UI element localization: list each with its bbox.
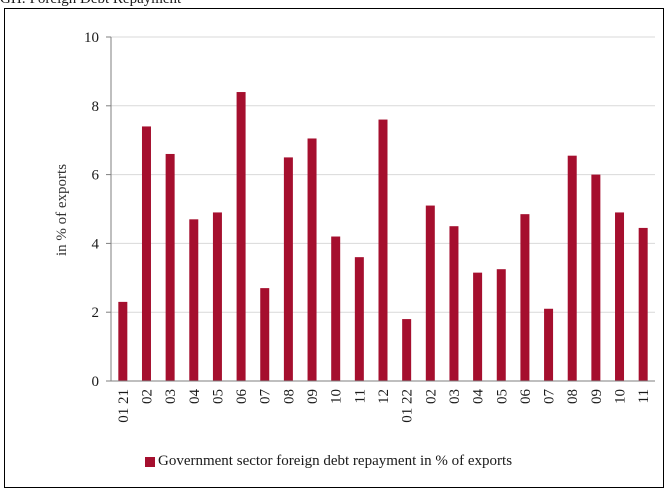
x-tick-label: 07 <box>258 389 274 405</box>
bar <box>212 212 222 381</box>
x-tick-label: 01 22 <box>400 389 416 423</box>
page-title: GH: Foreign Debt Repayment <box>0 0 181 8</box>
x-tick-label: 06 <box>234 389 250 405</box>
bar <box>165 153 175 381</box>
bar <box>307 138 317 381</box>
x-tick-label: 05 <box>494 389 510 404</box>
x-tick-label: 08 <box>565 389 581 404</box>
x-tick-label: 10 <box>329 389 345 404</box>
x-tick-label: 06 <box>518 389 534 405</box>
y-tick-label: 4 <box>92 236 100 252</box>
legend-swatch <box>145 456 155 467</box>
y-tick-label: 0 <box>92 374 100 390</box>
legend-label: Government sector foreign debt repayment… <box>158 453 513 469</box>
legend: Government sector foreign debt repayment… <box>145 453 512 470</box>
y-tick-labels: 0 2 4 6 8 10 <box>84 30 100 390</box>
bar <box>425 205 435 381</box>
bar <box>591 174 601 381</box>
x-tick-label: 04 <box>187 389 203 405</box>
bar <box>141 126 151 381</box>
x-tick-label: 05 <box>210 389 226 404</box>
x-tick-label: 07 <box>542 389 558 405</box>
bar <box>473 272 483 381</box>
bar <box>331 236 341 381</box>
bar <box>544 308 554 381</box>
y-tick-label: 10 <box>84 30 99 46</box>
x-tick-label: 09 <box>305 389 321 404</box>
bar <box>520 214 530 381</box>
bars <box>118 92 648 381</box>
x-tick-label: 09 <box>589 389 605 404</box>
bar <box>236 92 246 381</box>
bar <box>354 257 364 381</box>
bar <box>118 301 128 381</box>
bar <box>638 227 648 381</box>
bar <box>283 157 293 381</box>
axes <box>106 36 655 382</box>
x-tick-label: 03 <box>163 389 179 404</box>
x-tick-label: 10 <box>613 389 629 404</box>
bar <box>449 226 459 381</box>
bar <box>189 219 199 381</box>
x-tick-label: 03 <box>447 389 463 404</box>
y-tick-label: 2 <box>92 305 100 321</box>
x-tick-label: 02 <box>423 389 439 404</box>
x-tick-label: 08 <box>281 389 297 404</box>
x-tick-label: 11 <box>352 389 368 403</box>
x-tick-label: 01 21 <box>116 389 132 423</box>
y-axis-title: in % of exports <box>54 164 70 256</box>
bar <box>496 269 506 381</box>
x-tick-labels: 01 21 02 03 04 05 06 07 08 09 10 11 12 01 22 02 03 04 05… <box>116 389 652 423</box>
x-tick-label: 04 <box>471 389 487 405</box>
x-tick-label: 11 <box>636 389 652 403</box>
bar <box>260 288 270 381</box>
x-tick-label: 12 <box>376 389 392 404</box>
y-tick-label: 6 <box>92 168 100 184</box>
x-tick-label: 02 <box>139 389 155 404</box>
bar <box>567 155 577 381</box>
bar <box>402 319 412 381</box>
bar <box>615 212 625 381</box>
y-tick-label: 8 <box>92 99 100 115</box>
bar <box>378 119 388 381</box>
